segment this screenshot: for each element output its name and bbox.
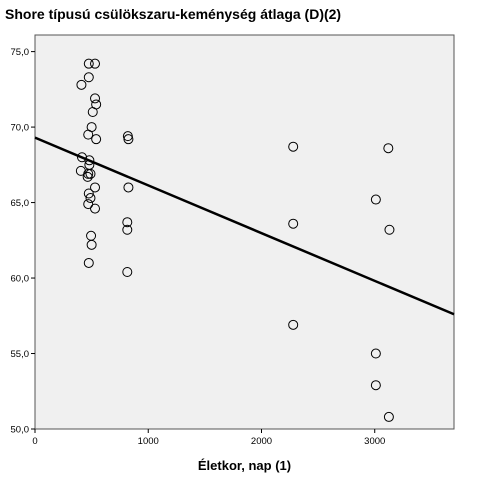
data-point: [83, 58, 94, 69]
data-point: [122, 217, 133, 228]
data-point: [122, 224, 133, 235]
data-point: [83, 188, 94, 199]
data-point: [84, 155, 95, 166]
x-axis-label: Életkor, nap (1): [198, 458, 291, 473]
data-point: [87, 106, 98, 117]
plot-area: [34, 34, 455, 430]
data-point: [370, 348, 381, 359]
data-point: [75, 165, 86, 176]
data-point: [76, 152, 87, 163]
data-point: [123, 134, 134, 145]
data-point: [83, 129, 94, 140]
x-tick-label: 0: [32, 436, 37, 447]
data-point: [91, 134, 102, 145]
chart-title: Shore típusú csülökszaru-keménység átlag…: [5, 6, 341, 22]
y-tick-label: 75,0: [11, 47, 30, 58]
data-point: [383, 143, 394, 154]
data-point: [90, 93, 101, 104]
x-tick-label: 1000: [138, 436, 159, 447]
data-point: [86, 239, 97, 250]
y-tick-label: 55,0: [11, 349, 30, 360]
y-tick-label: 50,0: [11, 425, 30, 436]
data-point: [384, 224, 395, 235]
data-point: [83, 72, 94, 83]
x-tick-label: 2000: [251, 436, 272, 447]
data-point: [122, 267, 133, 278]
y-tick-label: 65,0: [11, 198, 30, 209]
data-point: [288, 319, 299, 330]
data-point: [370, 194, 381, 205]
data-point: [288, 141, 299, 152]
data-point: [123, 182, 134, 193]
data-point: [83, 199, 94, 210]
data-point: [90, 182, 101, 193]
x-tick-label: 3000: [364, 436, 385, 447]
data-point: [76, 79, 87, 90]
y-tick-label: 70,0: [11, 123, 30, 134]
data-point: [85, 168, 96, 179]
regression-line: [34, 136, 455, 316]
data-point: [83, 257, 94, 268]
data-point: [288, 218, 299, 229]
data-point: [90, 203, 101, 214]
data-point: [90, 58, 101, 69]
y-tick-label: 60,0: [11, 274, 30, 285]
data-point: [85, 193, 96, 204]
data-point: [370, 380, 381, 391]
data-point: [82, 171, 93, 182]
data-point: [383, 411, 394, 422]
